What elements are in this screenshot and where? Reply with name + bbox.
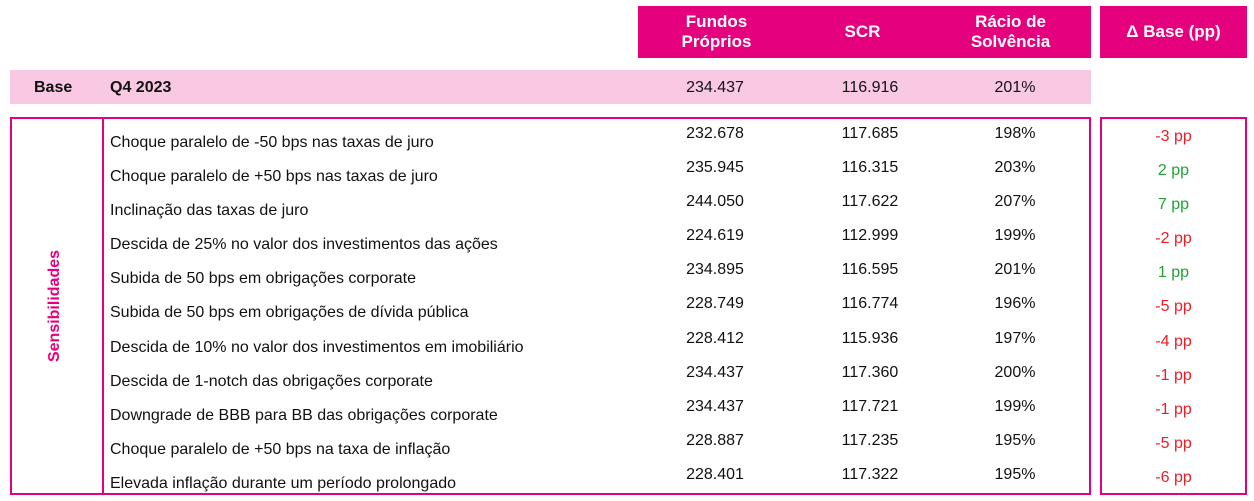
row-scr: 116.315: [841, 159, 899, 177]
row-own-funds: 228.401: [686, 465, 744, 483]
table-row: Downgrade de BBB para BB das obrigações …: [0, 397, 1254, 431]
table-row: Subida de 50 bps em obrigações corporate…: [0, 260, 1254, 294]
row-scr: 116.774: [841, 295, 899, 313]
row-delta: 1 pp: [1157, 264, 1190, 282]
row-own-funds: 234.437: [686, 397, 744, 415]
row-delta: -3 pp: [1155, 128, 1192, 145]
row-ratio: 203%: [994, 159, 1036, 177]
row-scr: 117.322: [841, 465, 899, 483]
row-description: Subida de 50 bps em obrigações de dívida…: [110, 304, 469, 322]
table-row: Descida de 10% no valor dos investimento…: [0, 329, 1254, 363]
delta-box: [1100, 117, 1247, 495]
table-row: Elevada inflação durante um período prol…: [0, 465, 1254, 499]
row-ratio: 199%: [994, 227, 1036, 245]
row-own-funds: 234.437: [686, 363, 744, 381]
row-delta: -2 pp: [1155, 230, 1192, 248]
header-delta-base-label: Δ Base (pp): [1126, 22, 1221, 41]
base-period: Q4 2023: [110, 79, 172, 96]
row-scr: 117.721: [841, 397, 899, 415]
row-delta: -5 pp: [1155, 434, 1192, 452]
row-ratio: 200%: [994, 363, 1036, 381]
row-scr: 117.235: [841, 431, 899, 449]
header-solvency-ratio-label: Rácio de Solvência: [970, 12, 1051, 51]
row-ratio: 198%: [994, 125, 1036, 142]
row-description: Choque paralelo de -50 bps nas taxas de …: [110, 134, 434, 151]
base-own-funds: 234.437: [686, 79, 744, 96]
row-description: Subida de 50 bps em obrigações corporate: [110, 270, 416, 288]
table-row: Descida de 25% no valor dos investimento…: [0, 226, 1254, 260]
row-scr: 116.595: [841, 261, 899, 279]
row-description: Choque paralelo de +50 bps na taxa de in…: [110, 440, 451, 458]
row-own-funds: 224.619: [686, 227, 744, 245]
row-delta: -5 pp: [1155, 298, 1192, 316]
row-description: Elevada inflação durante um período prol…: [110, 474, 457, 492]
row-own-funds: 232.678: [686, 125, 744, 142]
header-scr-label: SCR: [844, 22, 881, 41]
row-description: Descida de 10% no valor dos investimento…: [110, 338, 524, 356]
row-ratio: 197%: [994, 329, 1036, 347]
row-own-funds: 228.749: [686, 295, 744, 313]
row-ratio: 207%: [994, 193, 1036, 211]
row-scr: 117.622: [841, 193, 899, 211]
header-own-funds: Fundos Próprios: [638, 6, 795, 58]
row-delta: -1 pp: [1155, 366, 1192, 384]
row-own-funds: 235.945: [686, 159, 744, 177]
row-ratio: 199%: [994, 397, 1036, 415]
sensitivities-divider: [102, 117, 104, 495]
row-delta: 7 pp: [1157, 196, 1190, 214]
table-row: Subida de 50 bps em obrigações de dívida…: [0, 294, 1254, 328]
table-row: Choque paralelo de +50 bps nas taxas de …: [0, 158, 1254, 192]
base-label: Base: [34, 79, 73, 96]
row-delta: -6 pp: [1155, 468, 1192, 486]
row-ratio: 195%: [994, 431, 1036, 449]
row-scr: 115.936: [841, 329, 899, 347]
row-delta: -4 pp: [1155, 332, 1192, 350]
sensitivities-box: [10, 117, 1091, 495]
row-ratio: 195%: [994, 465, 1036, 483]
table-row: Choque paralelo de -50 bps nas taxas de …: [0, 124, 1254, 158]
base-row-background: [10, 70, 1091, 104]
row-own-funds: 228.412: [686, 329, 744, 347]
row-scr: 117.360: [841, 363, 899, 381]
row-delta: -1 pp: [1155, 400, 1192, 418]
row-scr: 112.999: [841, 227, 899, 245]
header-own-funds-label: Fundos Próprios: [681, 12, 752, 51]
row-description: Choque paralelo de +50 bps nas taxas de …: [110, 168, 438, 186]
row-description: Inclinação das taxas de juro: [110, 202, 309, 220]
row-scr: 117.685: [841, 125, 899, 142]
table-row: Inclinação das taxas de juro 244.050 117.6…: [0, 192, 1254, 226]
table-row: Descida de 1-notch das obrigações corpor…: [0, 363, 1254, 397]
row-description: Downgrade de BBB para BB das obrigações …: [110, 406, 498, 424]
header-solvency-ratio: Rácio de Solvência: [930, 6, 1091, 58]
base-scr: 116.916: [841, 79, 899, 96]
row-own-funds: 244.050: [686, 193, 744, 211]
base-ratio: 201%: [994, 79, 1036, 96]
row-description: Descida de 1-notch das obrigações corpor…: [110, 372, 433, 390]
row-delta: 2 pp: [1157, 162, 1190, 180]
row-own-funds: 234.895: [686, 261, 744, 279]
row-own-funds: 228.887: [686, 431, 744, 449]
table-row: Choque paralelo de +50 bps na taxa de in…: [0, 431, 1254, 465]
header-scr: SCR: [795, 6, 930, 58]
sensitivity-rows: Choque paralelo de -50 bps nas taxas de …: [0, 124, 1254, 499]
header-delta-base: Δ Base (pp): [1100, 6, 1247, 58]
row-description: Descida de 25% no valor dos investimento…: [110, 236, 498, 254]
row-ratio: 201%: [994, 261, 1036, 279]
row-ratio: 196%: [994, 295, 1036, 313]
